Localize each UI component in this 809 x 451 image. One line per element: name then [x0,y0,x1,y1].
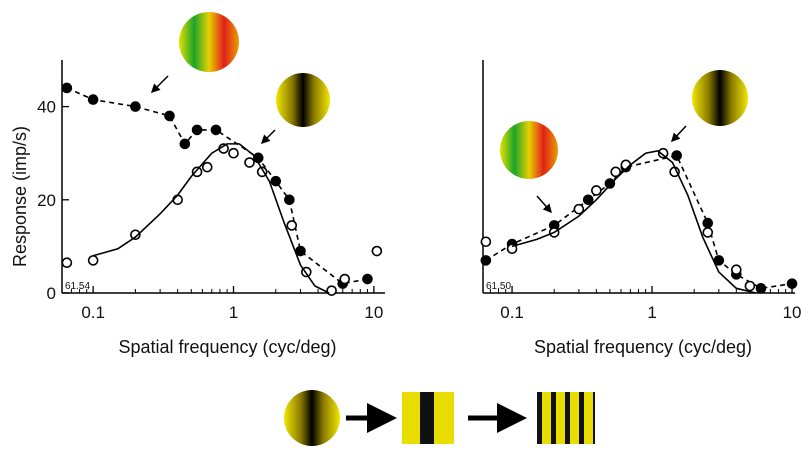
data-point [87,255,99,266]
data-point [130,229,141,241]
data-point [210,124,222,136]
x-axis-label: Spatial frequency (cyc/deg) [534,337,752,357]
data-point [480,236,492,248]
data-point [480,255,492,266]
data-point [284,194,295,206]
data-point [786,278,798,289]
x-tick-label: 0.1 [500,303,524,322]
y-tick-label: 40 [37,98,56,117]
data-point [179,138,191,150]
data-point [339,273,351,285]
x-tick-label: 1 [647,303,656,322]
data-point [191,166,203,178]
arrow [150,75,169,94]
data-point [755,283,767,294]
grating-bar [420,392,434,444]
chromatic-grating [179,12,239,72]
y-tick-label: 0 [47,284,56,303]
data-point [130,101,141,112]
data-point [286,220,298,231]
high-frequency-grating [537,392,595,444]
data-point [371,245,383,257]
data-point [582,194,594,206]
panel-id: 61.50 [486,281,511,292]
x-tick-label: 10 [783,303,802,322]
data-point [657,147,669,159]
data-point [326,285,337,296]
arrow [536,195,552,214]
data-point [573,203,585,215]
data-point [270,175,282,187]
data-point [713,255,725,266]
data-point [620,159,632,171]
arrow [260,129,276,145]
data-point [731,264,742,276]
data-point [244,157,255,168]
panel-id: 61.54 [65,281,90,292]
x-tick-label: 10 [364,303,383,322]
x-axis-label: Spatial frequency (cyc/deg) [118,337,336,357]
data-point [610,166,622,178]
x-tick-label: 1 [229,303,238,322]
data-point [702,227,714,238]
data-point [191,124,203,136]
data-point [228,147,239,159]
stimuli [150,12,748,446]
luminance-grating [692,70,748,126]
data-point [87,94,99,105]
data-point [744,280,756,292]
chromatic-grating [500,121,558,179]
data-point [61,82,73,94]
y-axis-label: Response (imp/s) [10,126,30,267]
series-line [92,143,330,294]
data-point [295,245,306,257]
data-point [362,273,373,285]
data-point [591,185,602,196]
data-point [164,110,175,122]
x-tick-label: 0.1 [81,303,105,322]
series-line [511,150,756,294]
data-point [61,257,73,269]
data-point [604,178,616,189]
data-point [671,150,682,161]
low-frequency-grating [284,390,340,446]
y-tick-label: 20 [37,191,56,210]
data-point [201,161,213,173]
arrow [670,125,687,143]
data-point [172,194,183,206]
data-point [702,217,714,229]
luminance-grating [276,73,330,127]
